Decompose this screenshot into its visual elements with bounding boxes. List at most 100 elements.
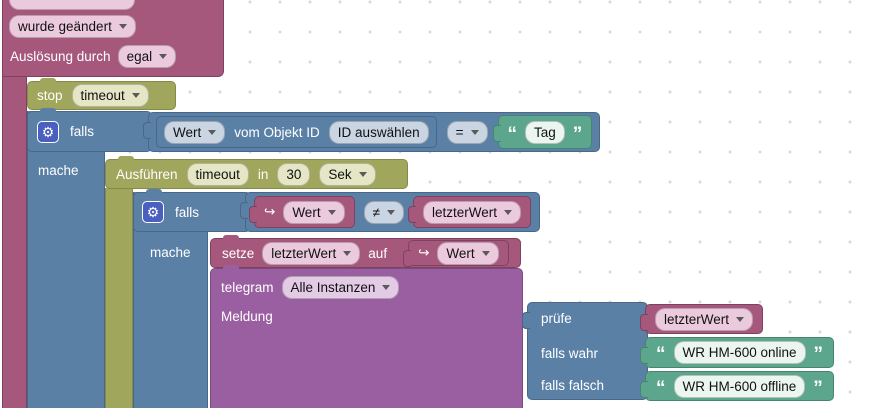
outer-if-header[interactable]: ⚙ falls [27,108,152,152]
timeout-name-field[interactable]: timeout [186,162,249,186]
variable-block-letzterwert[interactable]: letzterWert [407,196,532,228]
ternary-block[interactable]: prüfe falls wahr falls falsch [522,302,648,400]
trigger-value-arrow-icon: ↪ [418,245,430,260]
top-connector-notch [223,235,239,240]
open-quote-icon: “ [656,377,666,399]
top-connector-notch [40,78,56,83]
outer-if-label: falls [70,124,95,139]
timeout-block-spine[interactable] [105,188,133,408]
gear-icon[interactable]: ⚙ [142,201,164,223]
compare-block-2[interactable]: ↪ Wert ≠ letzterWert [239,192,541,232]
text-value: WR HM-600 online [682,345,797,360]
inner-if-header[interactable]: ⚙ falls [133,189,251,232]
timeout-unit-value: Sek [328,166,352,182]
ternary-true-text-block[interactable]: “ WR HM-600 online ” [639,337,835,368]
timeout-in-label: in [257,166,269,182]
close-quote-icon: ” [813,344,824,365]
outer-if-spine[interactable] [27,111,105,408]
set-variable-value: letzterWert [271,245,337,261]
trigger-value-block[interactable]: ↪ Wert [249,196,355,228]
trigger-event-value: wurde geändert [18,19,112,34]
dropdown-arrow-icon [481,250,490,256]
text-input-online[interactable]: WR HM-600 online [673,341,806,364]
close-quote-icon: ” [572,123,583,145]
text-input-tag[interactable]: Tag [525,120,565,144]
open-quote-icon: “ [507,123,518,145]
trigger-value-block[interactable]: ↪ Wert [403,240,509,267]
set-to-label: auf [368,245,388,261]
trigger-value-dropdown[interactable]: Wert [283,200,345,224]
compare-block-1[interactable]: Wert vom Objekt ID ID auswählen = “ Tag … [142,112,601,152]
timeout-delay-value: 30 [286,166,302,182]
timeout-unit-dropdown[interactable]: Sek [319,162,376,186]
operator-value: ≠ [372,204,380,220]
telegram-instance-value: Alle Instanzen [290,280,376,295]
dropdown-arrow-icon [358,171,367,177]
ternary-test-label: prüfe [541,311,572,326]
text-block-tag[interactable]: “ Tag ” [492,115,593,149]
operator-dropdown-1[interactable]: = [446,120,488,144]
dropdown-arrow-icon [504,209,513,215]
trigger-value-kind: Wert [292,204,321,220]
close-quote-icon: ” [813,377,823,399]
trigger-value-arrow-icon: ↪ [264,204,276,219]
dropdown-arrow-icon [327,209,336,215]
telegram-instance-dropdown[interactable]: Alle Instanzen [281,276,400,299]
trigger-by-dropdown[interactable]: egal [117,45,177,68]
telegram-message-label: Meldung [221,309,273,324]
inner-if-label: falls [175,204,200,220]
timeout-block-header[interactable]: Ausführen timeout in 30 Sek [105,156,408,189]
stop-label: stop [37,88,63,103]
open-quote-icon: “ [656,344,666,365]
ternary-true-label: falls wahr [541,346,599,361]
value-kind-dropdown[interactable]: Wert [164,120,226,144]
timeout-delay-field[interactable]: 30 [277,162,311,186]
trigger-object-id-field[interactable] [9,0,135,10]
dropdown-arrow-icon [159,54,168,59]
trigger-event-dropdown[interactable]: wurde geändert [9,15,136,38]
set-label: setze [222,245,255,261]
trigger-by-label: Auslösung durch [10,49,111,64]
stop-timeout-block[interactable]: stop timeout [27,78,176,110]
set-variable-block[interactable]: setze letzterWert auf ↪ Wert [210,235,521,268]
get-object-value-block[interactable]: Wert vom Objekt ID ID auswählen [156,116,437,148]
gear-icon[interactable]: ⚙ [37,120,59,143]
stop-timer-dropdown[interactable]: timeout [71,84,149,107]
timeout-label: Ausführen [116,166,178,182]
ternary-test-variable-block[interactable]: letzterWert [639,304,764,334]
stop-timer-value: timeout [80,88,125,103]
variable-dropdown[interactable]: letzterWert [655,307,754,331]
trigger-value-dropdown[interactable]: Wert [437,241,499,265]
dropdown-arrow-icon [736,316,745,322]
telegram-block[interactable]: telegram Alle Instanzen Meldung [210,265,523,408]
trigger-value-kind: Wert [446,245,475,261]
object-id-value: ID auswählen [337,124,420,140]
outer-do-label: mache [38,163,79,178]
text-value: Tag [534,124,556,140]
dropdown-arrow-icon [387,209,395,215]
top-connector-notch [146,189,162,194]
operator-dropdown-2[interactable]: ≠ [363,200,404,224]
variable-value: letzterWert [432,204,498,220]
top-connector-notch [118,156,134,161]
top-connector-notch [223,265,239,270]
trigger-block[interactable]: wurde geändert Auslösung durch egal [2,0,224,77]
set-variable-dropdown[interactable]: letzterWert [262,241,361,265]
timeout-name-value: timeout [195,166,240,182]
dropdown-arrow-icon [470,129,479,135]
dropdown-arrow-icon [343,250,352,256]
dropdown-arrow-icon [382,285,391,290]
trigger-block-spine[interactable] [2,76,27,408]
object-id-picker[interactable]: ID auswählen [328,120,429,144]
inner-do-label: mache [150,245,191,260]
variable-dropdown[interactable]: letzterWert [423,200,522,224]
dropdown-arrow-icon [131,93,140,98]
variable-value: letzterWert [664,311,730,327]
trigger-by-value: egal [126,49,153,64]
ternary-false-text-block[interactable]: “ WR HM-600 offline ” [640,371,834,401]
telegram-label: telegram [221,280,274,295]
ternary-false-label: falls falsch [541,378,605,393]
value-kind-value: Wert [173,124,202,140]
text-input-offline[interactable]: WR HM-600 offline [673,374,806,398]
